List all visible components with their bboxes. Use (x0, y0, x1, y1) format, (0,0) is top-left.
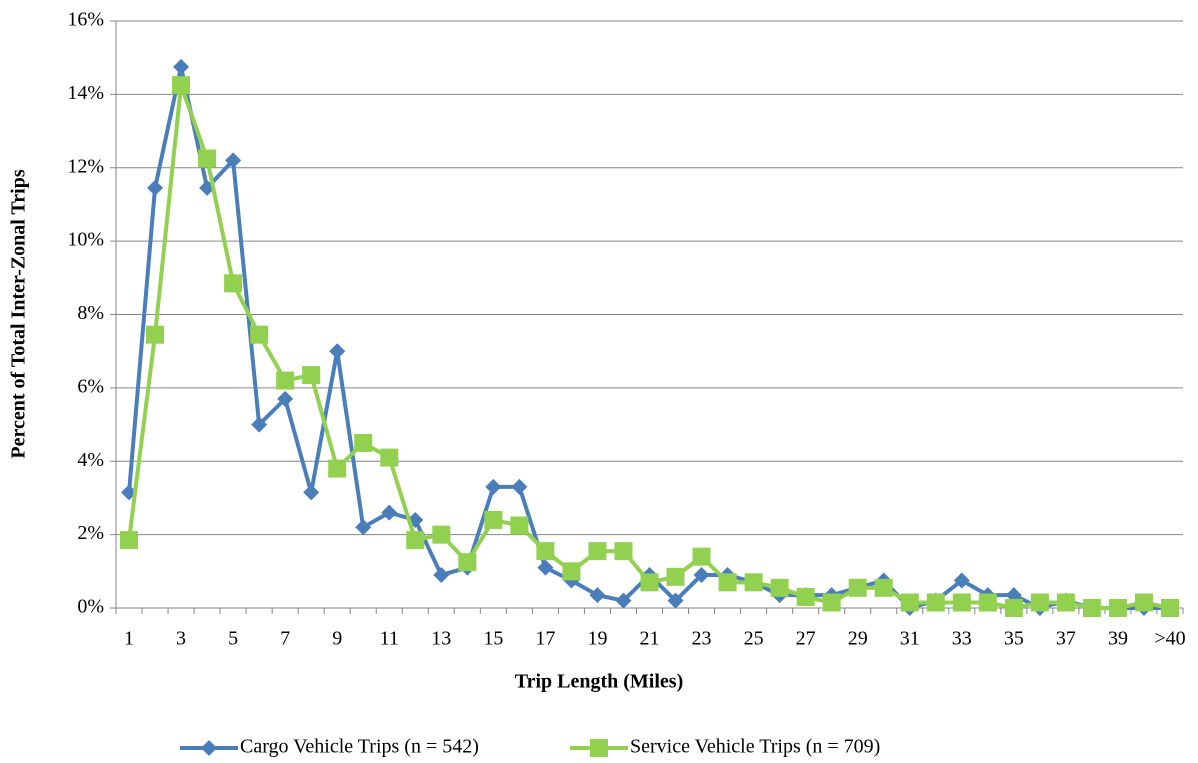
marker (381, 504, 398, 521)
x-tick-label: 11 (380, 628, 399, 650)
x-tick-label: 27 (796, 628, 816, 650)
marker (770, 578, 789, 597)
marker (588, 542, 607, 561)
marker (406, 531, 425, 550)
x-tick-label: 13 (431, 628, 451, 650)
x-tick-label: >40 (1154, 628, 1185, 650)
marker (277, 390, 294, 407)
marker (718, 573, 737, 592)
marker (693, 566, 710, 583)
marker (1108, 599, 1127, 617)
x-tick-label: 37 (1056, 628, 1076, 650)
marker (1160, 599, 1179, 617)
marker (1134, 593, 1153, 612)
marker (537, 559, 554, 576)
x-tick-label: 21 (640, 628, 660, 650)
marker (355, 519, 372, 536)
marker (484, 510, 503, 529)
marker (328, 459, 347, 478)
marker (1082, 599, 1101, 617)
x-axis-title: Trip Length (Miles) (515, 671, 684, 693)
x-tick-label: 35 (1004, 628, 1024, 650)
marker (590, 739, 608, 757)
marker (666, 567, 685, 586)
marker (796, 587, 815, 606)
x-tick-label: 29 (848, 628, 868, 650)
marker (562, 562, 581, 581)
marker (952, 593, 971, 612)
x-tick-label: 7 (280, 628, 290, 650)
marker (458, 553, 477, 572)
x-tick-label: 3 (176, 628, 186, 650)
y-tick-label: 16% (67, 9, 104, 31)
marker (640, 573, 659, 592)
y-tick-label: 12% (67, 155, 104, 177)
x-tick-label: 9 (332, 628, 342, 650)
y-tick-label: 8% (77, 302, 104, 324)
marker (485, 478, 502, 495)
x-tick-label: 15 (483, 628, 503, 650)
marker (302, 366, 321, 385)
marker (147, 179, 164, 196)
legend-label: Cargo Vehicle Trips (n = 542) (240, 736, 479, 758)
marker (614, 542, 633, 561)
y-tick-label: 2% (77, 522, 104, 544)
y-tick-label: 4% (77, 449, 104, 471)
marker (250, 325, 269, 344)
x-tick-label: 17 (535, 628, 555, 650)
marker (380, 448, 399, 467)
series-line (127, 64, 1170, 610)
y-axis-title: Percent of Total Inter-Zonal Trips (8, 169, 30, 458)
marker (510, 516, 529, 535)
marker (1056, 593, 1075, 612)
marker (953, 572, 970, 589)
marker (198, 149, 217, 168)
marker (433, 566, 450, 583)
marker (1004, 599, 1023, 617)
marker (667, 592, 684, 609)
marker (926, 593, 945, 612)
x-tick-label: 5 (228, 628, 238, 650)
marker (589, 587, 606, 604)
y-tick-label: 0% (77, 596, 104, 618)
x-tick-label: 31 (900, 628, 920, 650)
marker (173, 58, 190, 75)
marker (225, 152, 242, 169)
marker (276, 371, 295, 390)
marker (303, 484, 320, 501)
marker (615, 592, 632, 609)
marker (536, 542, 555, 561)
marker (978, 593, 997, 612)
marker (511, 478, 528, 495)
x-tick-label: 39 (1108, 628, 1128, 650)
marker (354, 433, 373, 452)
marker (172, 76, 191, 95)
marker (874, 578, 893, 597)
y-tick-label: 6% (77, 375, 104, 397)
legend-label: Service Vehicle Trips (n = 709) (630, 736, 880, 758)
y-tick-label: 10% (67, 229, 104, 251)
marker (848, 578, 867, 597)
marker (329, 343, 346, 360)
y-tick-label: 14% (67, 82, 104, 104)
marker (900, 593, 919, 612)
x-tick-label: 23 (692, 628, 712, 650)
marker (822, 593, 841, 612)
marker (744, 573, 763, 592)
x-tick-label: 1 (124, 628, 134, 650)
series-line (127, 83, 1171, 610)
x-tick-label: 25 (744, 628, 764, 650)
marker (224, 274, 243, 293)
marker (146, 325, 165, 344)
marker (251, 416, 268, 433)
marker (692, 547, 711, 566)
x-tick-label: 33 (952, 628, 972, 650)
marker (120, 531, 139, 550)
marker (432, 525, 451, 544)
x-tick-label: 19 (587, 628, 607, 650)
marker (201, 740, 217, 756)
marker (1030, 593, 1049, 612)
